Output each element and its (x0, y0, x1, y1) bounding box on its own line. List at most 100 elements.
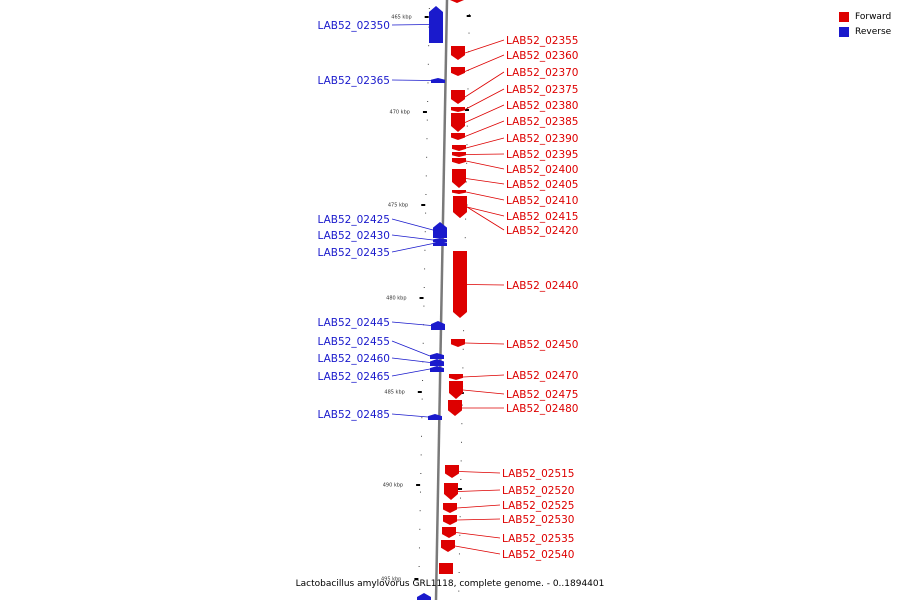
forward-gene-block (443, 515, 457, 525)
minor-tick-left (425, 212, 427, 214)
forward-gene-block (449, 381, 463, 399)
forward-gene-leader (464, 342, 505, 345)
forward-gene-leader (454, 545, 501, 555)
minor-tick-left (419, 491, 421, 493)
reverse-gene-leader (391, 368, 431, 377)
forward-gene-label[interactable]: LAB52_02515 (502, 468, 575, 480)
reverse-gene-leader (391, 79, 432, 81)
forward-gene-label[interactable]: LAB52_02450 (506, 339, 579, 351)
minor-tick-left (420, 454, 422, 456)
minor-tick-left (418, 584, 420, 586)
reverse-gene-block (431, 78, 445, 83)
minor-tick-right (459, 516, 461, 518)
forward-gene-label[interactable]: LAB52_02395 (506, 149, 579, 161)
tick-label: 465 kbp (391, 15, 411, 21)
tick-label: 490 kbp (383, 483, 403, 489)
minor-tick-right (459, 534, 461, 536)
forward-gene-leader (464, 104, 505, 123)
forward-gene-leader (462, 374, 505, 378)
minor-tick-left (425, 194, 427, 195)
forward-gene-label[interactable]: LAB52_02360 (506, 50, 579, 62)
reverse-gene-label[interactable]: LAB52_02445 (318, 317, 391, 329)
forward-gene-leader (465, 160, 505, 170)
forward-gene-label[interactable]: LAB52_02540 (502, 549, 575, 561)
genome-backbone (434, 0, 449, 600)
tick-mark-right (466, 15, 471, 17)
minor-tick-left (418, 566, 420, 567)
tick-label: 470 kbp (390, 110, 410, 116)
forward-gene-block (442, 527, 456, 538)
forward-gene-label[interactable]: LAB52_02530 (502, 514, 575, 526)
reverse-gene-label[interactable]: LAB52_02485 (318, 409, 391, 421)
forward-gene-label[interactable]: LAB52_02470 (506, 370, 579, 382)
forward-gene-label[interactable]: LAB52_02400 (506, 164, 579, 176)
minor-tick-left (418, 547, 420, 549)
forward-gene-block (452, 152, 466, 157)
forward-gene-label[interactable]: LAB52_02405 (506, 179, 579, 191)
minor-tick-left (421, 398, 423, 400)
forward-gene-label[interactable]: LAB52_02375 (506, 84, 579, 96)
tick-mark (421, 204, 426, 206)
minor-tick-left (423, 305, 425, 307)
forward-gene-label[interactable]: LAB52_02535 (502, 533, 575, 545)
forward-gene-label[interactable]: LAB52_02380 (506, 100, 579, 112)
reverse-gene-leader (391, 321, 432, 326)
forward-gene-block (452, 158, 466, 164)
minor-tick-right (467, 88, 469, 90)
minor-tick-left (428, 8, 430, 9)
forward-gene-label[interactable]: LAB52_02385 (506, 116, 579, 128)
minor-tick-right (464, 237, 466, 239)
reverse-gene-label[interactable]: LAB52_02350 (318, 20, 391, 32)
forward-gene-label[interactable]: LAB52_02440 (506, 280, 579, 292)
forward-gene-label[interactable]: LAB52_02370 (506, 67, 579, 79)
forward-gene-label[interactable]: LAB52_02525 (502, 500, 575, 512)
forward-gene-label[interactable]: LAB52_02420 (506, 225, 579, 237)
forward-gene-label[interactable]: LAB52_02520 (502, 485, 575, 497)
reverse-gene-label[interactable]: LAB52_02465 (318, 371, 391, 383)
tick-label: 495 kbp (381, 577, 401, 583)
reverse-gene-label[interactable]: LAB52_02365 (318, 75, 391, 87)
minor-tick-right (461, 441, 463, 443)
reverse-gene-leader (391, 357, 431, 363)
minor-tick-right (458, 590, 460, 592)
forward-gene-block (453, 196, 467, 218)
forward-gene-block (445, 465, 459, 478)
minor-tick-right (461, 423, 463, 425)
forward-gene-leader (465, 178, 505, 185)
forward-gene-label[interactable]: LAB52_02475 (506, 389, 579, 401)
reverse-gene-block (429, 6, 443, 43)
forward-gene-label[interactable]: LAB52_02410 (506, 195, 579, 207)
reverse-gene-label[interactable]: LAB52_02430 (318, 230, 391, 242)
forward-gene-leader (465, 153, 505, 155)
minor-tick-left (426, 156, 428, 158)
reverse-gene-label[interactable]: LAB52_02455 (318, 336, 391, 348)
forward-gene-block (452, 190, 466, 194)
reverse-gene-leader (391, 234, 434, 241)
minor-tick-right (468, 32, 470, 34)
minor-tick-right (459, 497, 461, 499)
forward-gene-block (451, 46, 465, 60)
reverse-gene-label[interactable]: LAB52_02460 (318, 353, 391, 365)
minor-tick-left (424, 231, 426, 233)
reverse-gene-label[interactable]: LAB52_02425 (318, 214, 391, 226)
forward-gene-block (444, 483, 458, 500)
forward-gene-block (452, 169, 466, 188)
minor-tick-left (419, 528, 421, 530)
tick-mark (419, 297, 424, 299)
forward-gene-label[interactable]: LAB52_02355 (506, 35, 579, 47)
forward-swatch (839, 11, 849, 22)
forward-gene-label[interactable]: LAB52_02390 (506, 133, 579, 145)
reverse-gene-label[interactable]: LAB52_02435 (318, 247, 391, 259)
forward-gene-label[interactable]: LAB52_02415 (506, 211, 579, 223)
forward-gene-block (452, 145, 466, 151)
legend-reverse-label: Reverse (855, 26, 892, 37)
reverse-gene-block (430, 353, 444, 359)
forward-gene-leader (465, 191, 505, 201)
forward-gene-block (451, 133, 465, 140)
forward-gene-leader (466, 284, 505, 286)
minor-tick-right (465, 218, 467, 220)
minor-tick-right (461, 404, 463, 406)
minor-tick-left (425, 175, 427, 177)
forward-gene-label[interactable]: LAB52_02480 (506, 403, 579, 415)
